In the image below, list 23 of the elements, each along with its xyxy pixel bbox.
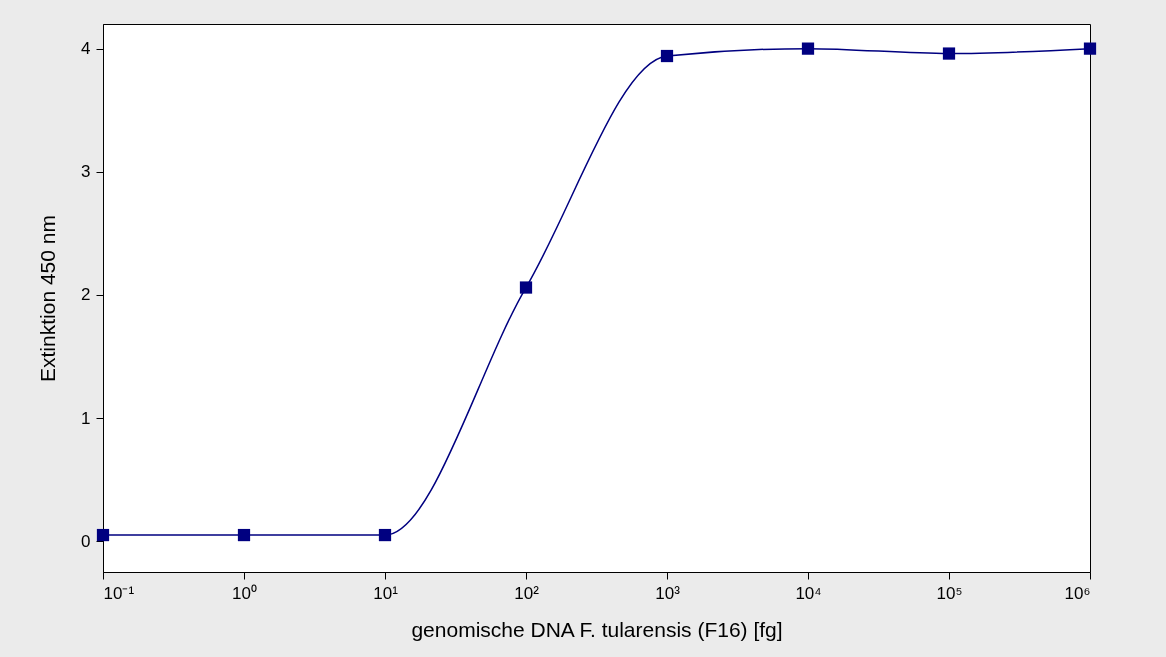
y-tick-label: 4	[81, 39, 91, 59]
x-tick-label: 10⁻¹	[103, 583, 135, 603]
point	[519, 281, 533, 294]
point	[96, 528, 110, 542]
x-tick-label: 10⁴	[795, 583, 822, 603]
point	[1083, 42, 1097, 55]
point	[942, 47, 956, 60]
x-tick-label: 10³	[655, 583, 681, 603]
x-tick-label: 10⁰	[232, 583, 257, 603]
y-tick-label: 0	[81, 531, 91, 551]
point	[660, 49, 674, 63]
point	[801, 42, 815, 55]
x-tick-label: 10⁶	[1064, 583, 1091, 603]
y-tick-label: 2	[81, 285, 91, 305]
y-axis-title: Extinktion 450 nm	[36, 215, 60, 382]
x-tick-label: 10¹	[373, 583, 399, 603]
point	[378, 528, 392, 542]
y-tick-label: 3	[81, 162, 91, 182]
point	[237, 528, 251, 542]
x-axis-title: genomische DNA F. tularensis (F16) [fg]	[411, 617, 783, 641]
x-tick-label: 10⁵	[936, 583, 963, 603]
y-tick-label: 1	[81, 408, 91, 428]
x-tick-label: 10²	[514, 583, 540, 603]
